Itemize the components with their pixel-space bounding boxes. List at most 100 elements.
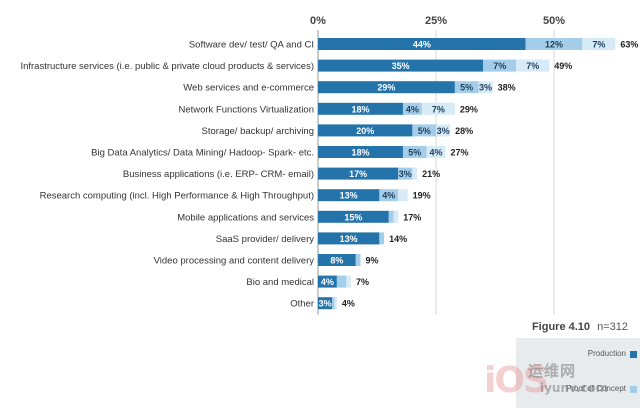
legend-swatch-proof-of-concept bbox=[630, 386, 637, 393]
bar-total-label: 27% bbox=[450, 148, 468, 158]
bar-segment-2 bbox=[336, 275, 347, 288]
bar-segment-3 bbox=[421, 102, 455, 115]
bar-value-label: 3% bbox=[399, 169, 412, 179]
bar-value-label: 5% bbox=[460, 83, 473, 93]
bar-value-label: 5% bbox=[408, 148, 421, 158]
bar-segment-2 bbox=[332, 297, 335, 310]
bar-total-label: 9% bbox=[365, 256, 378, 266]
category-label: Big Data Analytics/ Data Mining/ Hadoop-… bbox=[91, 148, 314, 159]
bar-value-label: 18% bbox=[351, 148, 369, 158]
bar-value-label: 5% bbox=[418, 126, 431, 136]
bar-value-label: 15% bbox=[344, 212, 362, 222]
category-label: Other bbox=[290, 299, 314, 310]
category-label: Business applications (i.e. ERP- CRM- em… bbox=[123, 169, 314, 180]
figure-label: Figure 4.10 bbox=[531, 321, 591, 333]
bar-value-label: 7% bbox=[432, 104, 445, 114]
category-label: Bio and medical bbox=[246, 277, 314, 288]
bar-segment-3 bbox=[516, 59, 550, 72]
bar-value-label: 13% bbox=[340, 191, 358, 201]
bar-value-label: 4% bbox=[429, 148, 442, 158]
bar-segment-2 bbox=[355, 254, 361, 266]
watermark: 运维网 iyunv.com bbox=[528, 360, 608, 395]
bar-segment-1 bbox=[318, 167, 399, 180]
bar-total-label: 29% bbox=[460, 104, 478, 114]
bar-total-label: 17% bbox=[403, 212, 421, 222]
bar-segment-3 bbox=[436, 124, 451, 137]
bar-total-label: 7% bbox=[356, 277, 369, 287]
bar-total-label: 4% bbox=[342, 299, 355, 309]
bar-segment-3 bbox=[334, 297, 337, 310]
bar-segment-1 bbox=[318, 232, 380, 245]
bar-segment-3 bbox=[346, 275, 352, 288]
category-label: Web services and e-commerce bbox=[183, 83, 314, 94]
bar-value-label: 35% bbox=[392, 61, 410, 71]
bar-segment-1 bbox=[318, 297, 333, 310]
category-label: Infrastructure services (i.e. public & p… bbox=[20, 61, 314, 72]
legend-item-proof-of-concept: Proof of Concept bbox=[565, 384, 626, 393]
legend-item-production: Production bbox=[587, 349, 626, 358]
bar-segment-2 bbox=[379, 189, 399, 202]
legend-swatch-production bbox=[630, 351, 637, 358]
category-label: Storage/ backup/ archiving bbox=[202, 126, 314, 137]
bar-value-label: 29% bbox=[377, 83, 395, 93]
bar-segment-2 bbox=[412, 124, 436, 137]
watermark-logo: iOS bbox=[484, 360, 549, 401]
bar-total-label: 21% bbox=[422, 169, 440, 179]
x-tick-label: 50% bbox=[543, 15, 565, 27]
bar-value-label: 44% bbox=[413, 40, 431, 50]
bar-segment-2 bbox=[454, 81, 479, 94]
bar-value-label: 13% bbox=[340, 234, 358, 244]
bar-segment-1 bbox=[318, 102, 403, 115]
bar-segment-1 bbox=[318, 81, 455, 94]
bar-segment-3 bbox=[426, 146, 446, 158]
bar-segment-3 bbox=[582, 38, 616, 50]
bar-segment-3 bbox=[393, 210, 399, 223]
category-label: Research computing (incl. High Performan… bbox=[40, 191, 314, 202]
bar-segment-2 bbox=[402, 102, 422, 115]
bar-value-label: 20% bbox=[356, 126, 374, 136]
watermark-top-text: 运维网 bbox=[528, 362, 577, 380]
bar-segment-3 bbox=[412, 167, 418, 180]
bar-value-label: 3% bbox=[319, 299, 332, 309]
bar-total-label: 14% bbox=[389, 234, 407, 244]
bar-total-label: 49% bbox=[554, 61, 572, 71]
bar-segment-1 bbox=[318, 189, 380, 202]
bar-value-label: 3% bbox=[479, 83, 492, 93]
bar-total-label: 28% bbox=[455, 126, 473, 136]
bar-value-label: 18% bbox=[351, 104, 369, 114]
bar-segment-3 bbox=[398, 189, 408, 202]
bar-value-label: 12% bbox=[545, 40, 563, 50]
x-tick-label: 25% bbox=[425, 15, 447, 27]
category-label: Network Functions Virtualization bbox=[178, 104, 314, 115]
bar-value-label: 7% bbox=[493, 61, 506, 71]
x-tick-label: 0% bbox=[310, 15, 326, 27]
bar-value-label: 7% bbox=[592, 40, 605, 50]
bar-segment-2 bbox=[402, 146, 427, 158]
bar-value-label: 4% bbox=[321, 277, 334, 287]
figure-caption: Figure 4.10 n=312 bbox=[532, 321, 628, 333]
bar-total-label: 38% bbox=[498, 83, 516, 93]
bar-segment-1 bbox=[318, 38, 526, 50]
bar-segment-2 bbox=[525, 38, 583, 50]
bar-segment-1 bbox=[318, 146, 403, 158]
bar-value-label: 8% bbox=[330, 256, 343, 266]
category-label: SaaS provider/ delivery bbox=[216, 234, 314, 245]
bar-total-label: 63% bbox=[620, 40, 638, 50]
bar-segment-2 bbox=[483, 59, 517, 72]
bar-segment-1 bbox=[318, 275, 337, 288]
bar-segment-3 bbox=[478, 81, 493, 94]
category-label: Software dev/ test/ QA and CI bbox=[189, 40, 314, 51]
chart-legend: Production Proof of Concept bbox=[516, 338, 640, 408]
bar-segment-2 bbox=[388, 210, 394, 223]
bar-value-label: 7% bbox=[526, 61, 539, 71]
bar-total-label: 19% bbox=[413, 191, 431, 201]
bar-segment-2 bbox=[379, 232, 385, 245]
sample-size: n=312 bbox=[597, 321, 628, 333]
bar-value-label: 4% bbox=[406, 104, 419, 114]
bar-value-label: 3% bbox=[437, 126, 450, 136]
category-label: Mobile applications and services bbox=[177, 212, 314, 223]
bar-value-label: 17% bbox=[349, 169, 367, 179]
bar-segment-1 bbox=[318, 124, 413, 137]
bar-segment-1 bbox=[318, 59, 484, 72]
